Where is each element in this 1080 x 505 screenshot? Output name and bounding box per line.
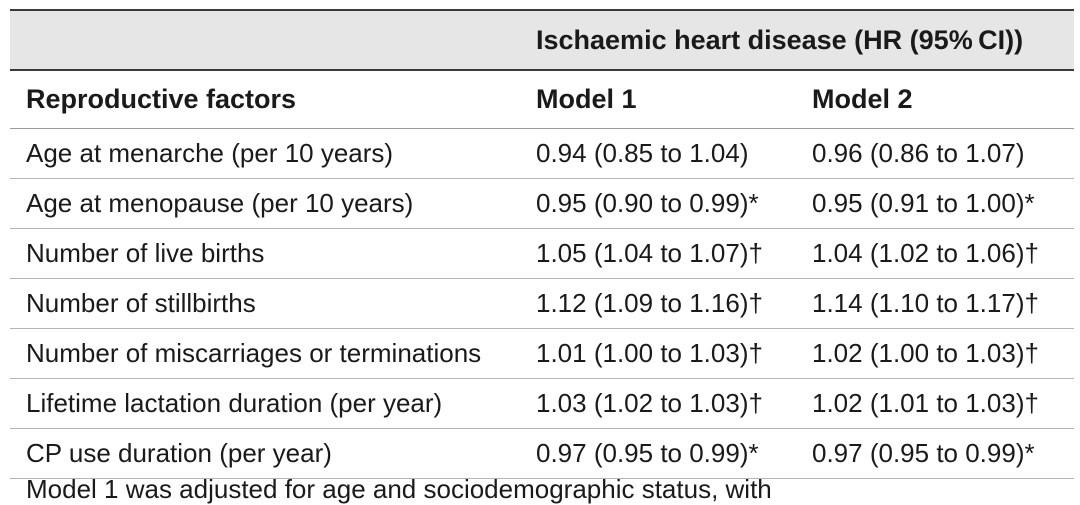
model2-cell: 0.97 (0.95 to 0.99)* [802,428,1075,479]
model1-cell: 1.03 (1.02 to 1.03)† [526,378,802,429]
table-row: CP use duration (per year) 0.97 (0.95 to… [10,428,1075,479]
column-header-model1: Model 1 [526,70,802,129]
results-table: Ischaemic heart disease (HR (95% CI)) Re… [10,9,1075,479]
model2-cell: 0.95 (0.91 to 1.00)* [802,178,1075,229]
model1-cell: 0.94 (0.85 to 1.04) [526,128,802,179]
factor-cell: Lifetime lactation duration (per year) [10,378,526,429]
column-header-model2: Model 2 [802,70,1075,129]
factor-cell: Age at menarche (per 10 years) [10,128,526,179]
model1-cell: 0.97 (0.95 to 0.99)* [526,428,802,479]
table-row: Age at menopause (per 10 years) 0.95 (0.… [10,178,1075,229]
table-row: Age at menarche (per 10 years) 0.94 (0.8… [10,128,1075,179]
table-row: Number of live births 1.05 (1.04 to 1.07… [10,228,1075,279]
factor-cell: CP use duration (per year) [10,428,526,479]
column-header-row: Reproductive factors Model 1 Model 2 [10,70,1075,129]
model2-cell: 1.04 (1.02 to 1.06)† [802,228,1075,279]
model2-cell: 1.02 (1.01 to 1.03)† [802,378,1075,429]
model1-cell: 1.12 (1.09 to 1.16)† [526,278,802,329]
model2-cell: 1.02 (1.00 to 1.03)† [802,328,1075,379]
model2-cell: 0.96 (0.86 to 1.07) [802,128,1075,179]
table-row: Number of stillbirths 1.12 (1.09 to 1.16… [10,278,1075,329]
factor-cell: Number of live births [10,228,526,279]
group-header-spacer [10,9,526,71]
table-row: Lifetime lactation duration (per year) 1… [10,378,1075,429]
group-header-cell: Ischaemic heart disease (HR (95% CI)) [526,9,1075,71]
table-row: Number of miscarriages or terminations 1… [10,328,1075,379]
model2-cell: 1.14 (1.10 to 1.17)† [802,278,1075,329]
group-header-label: Ischaemic heart disease (HR (95% CI)) [536,24,1024,55]
results-table-container: Ischaemic heart disease (HR (95% CI)) Re… [10,9,1075,479]
factor-cell: Number of miscarriages or terminations [10,328,526,379]
group-header-row: Ischaemic heart disease (HR (95% CI)) [10,9,1075,71]
factor-cell: Age at menopause (per 10 years) [10,178,526,229]
model1-cell: 1.05 (1.04 to 1.07)† [526,228,802,279]
model1-cell: 1.01 (1.00 to 1.03)† [526,328,802,379]
model1-cell: 0.95 (0.90 to 0.99)* [526,178,802,229]
factor-cell: Number of stillbirths [10,278,526,329]
column-header-factors: Reproductive factors [10,70,526,129]
